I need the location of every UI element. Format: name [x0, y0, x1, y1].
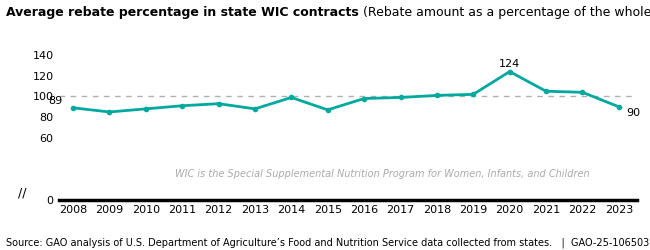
Text: WIC is the Special Supplemental Nutrition Program for Women, Infants, and Childr: WIC is the Special Supplemental Nutritio… [175, 169, 590, 179]
Text: 124: 124 [499, 59, 520, 69]
Text: //: // [18, 187, 27, 200]
Text: Average rebate percentage in state WIC contracts: Average rebate percentage in state WIC c… [6, 6, 359, 19]
Text: (Rebate amount as a percentage of the wholesale price): (Rebate amount as a percentage of the wh… [359, 6, 650, 19]
Text: 89: 89 [48, 96, 62, 106]
Text: Source: GAO analysis of U.S. Department of Agriculture’s Food and Nutrition Serv: Source: GAO analysis of U.S. Department … [6, 237, 650, 248]
Text: 90: 90 [626, 108, 640, 118]
